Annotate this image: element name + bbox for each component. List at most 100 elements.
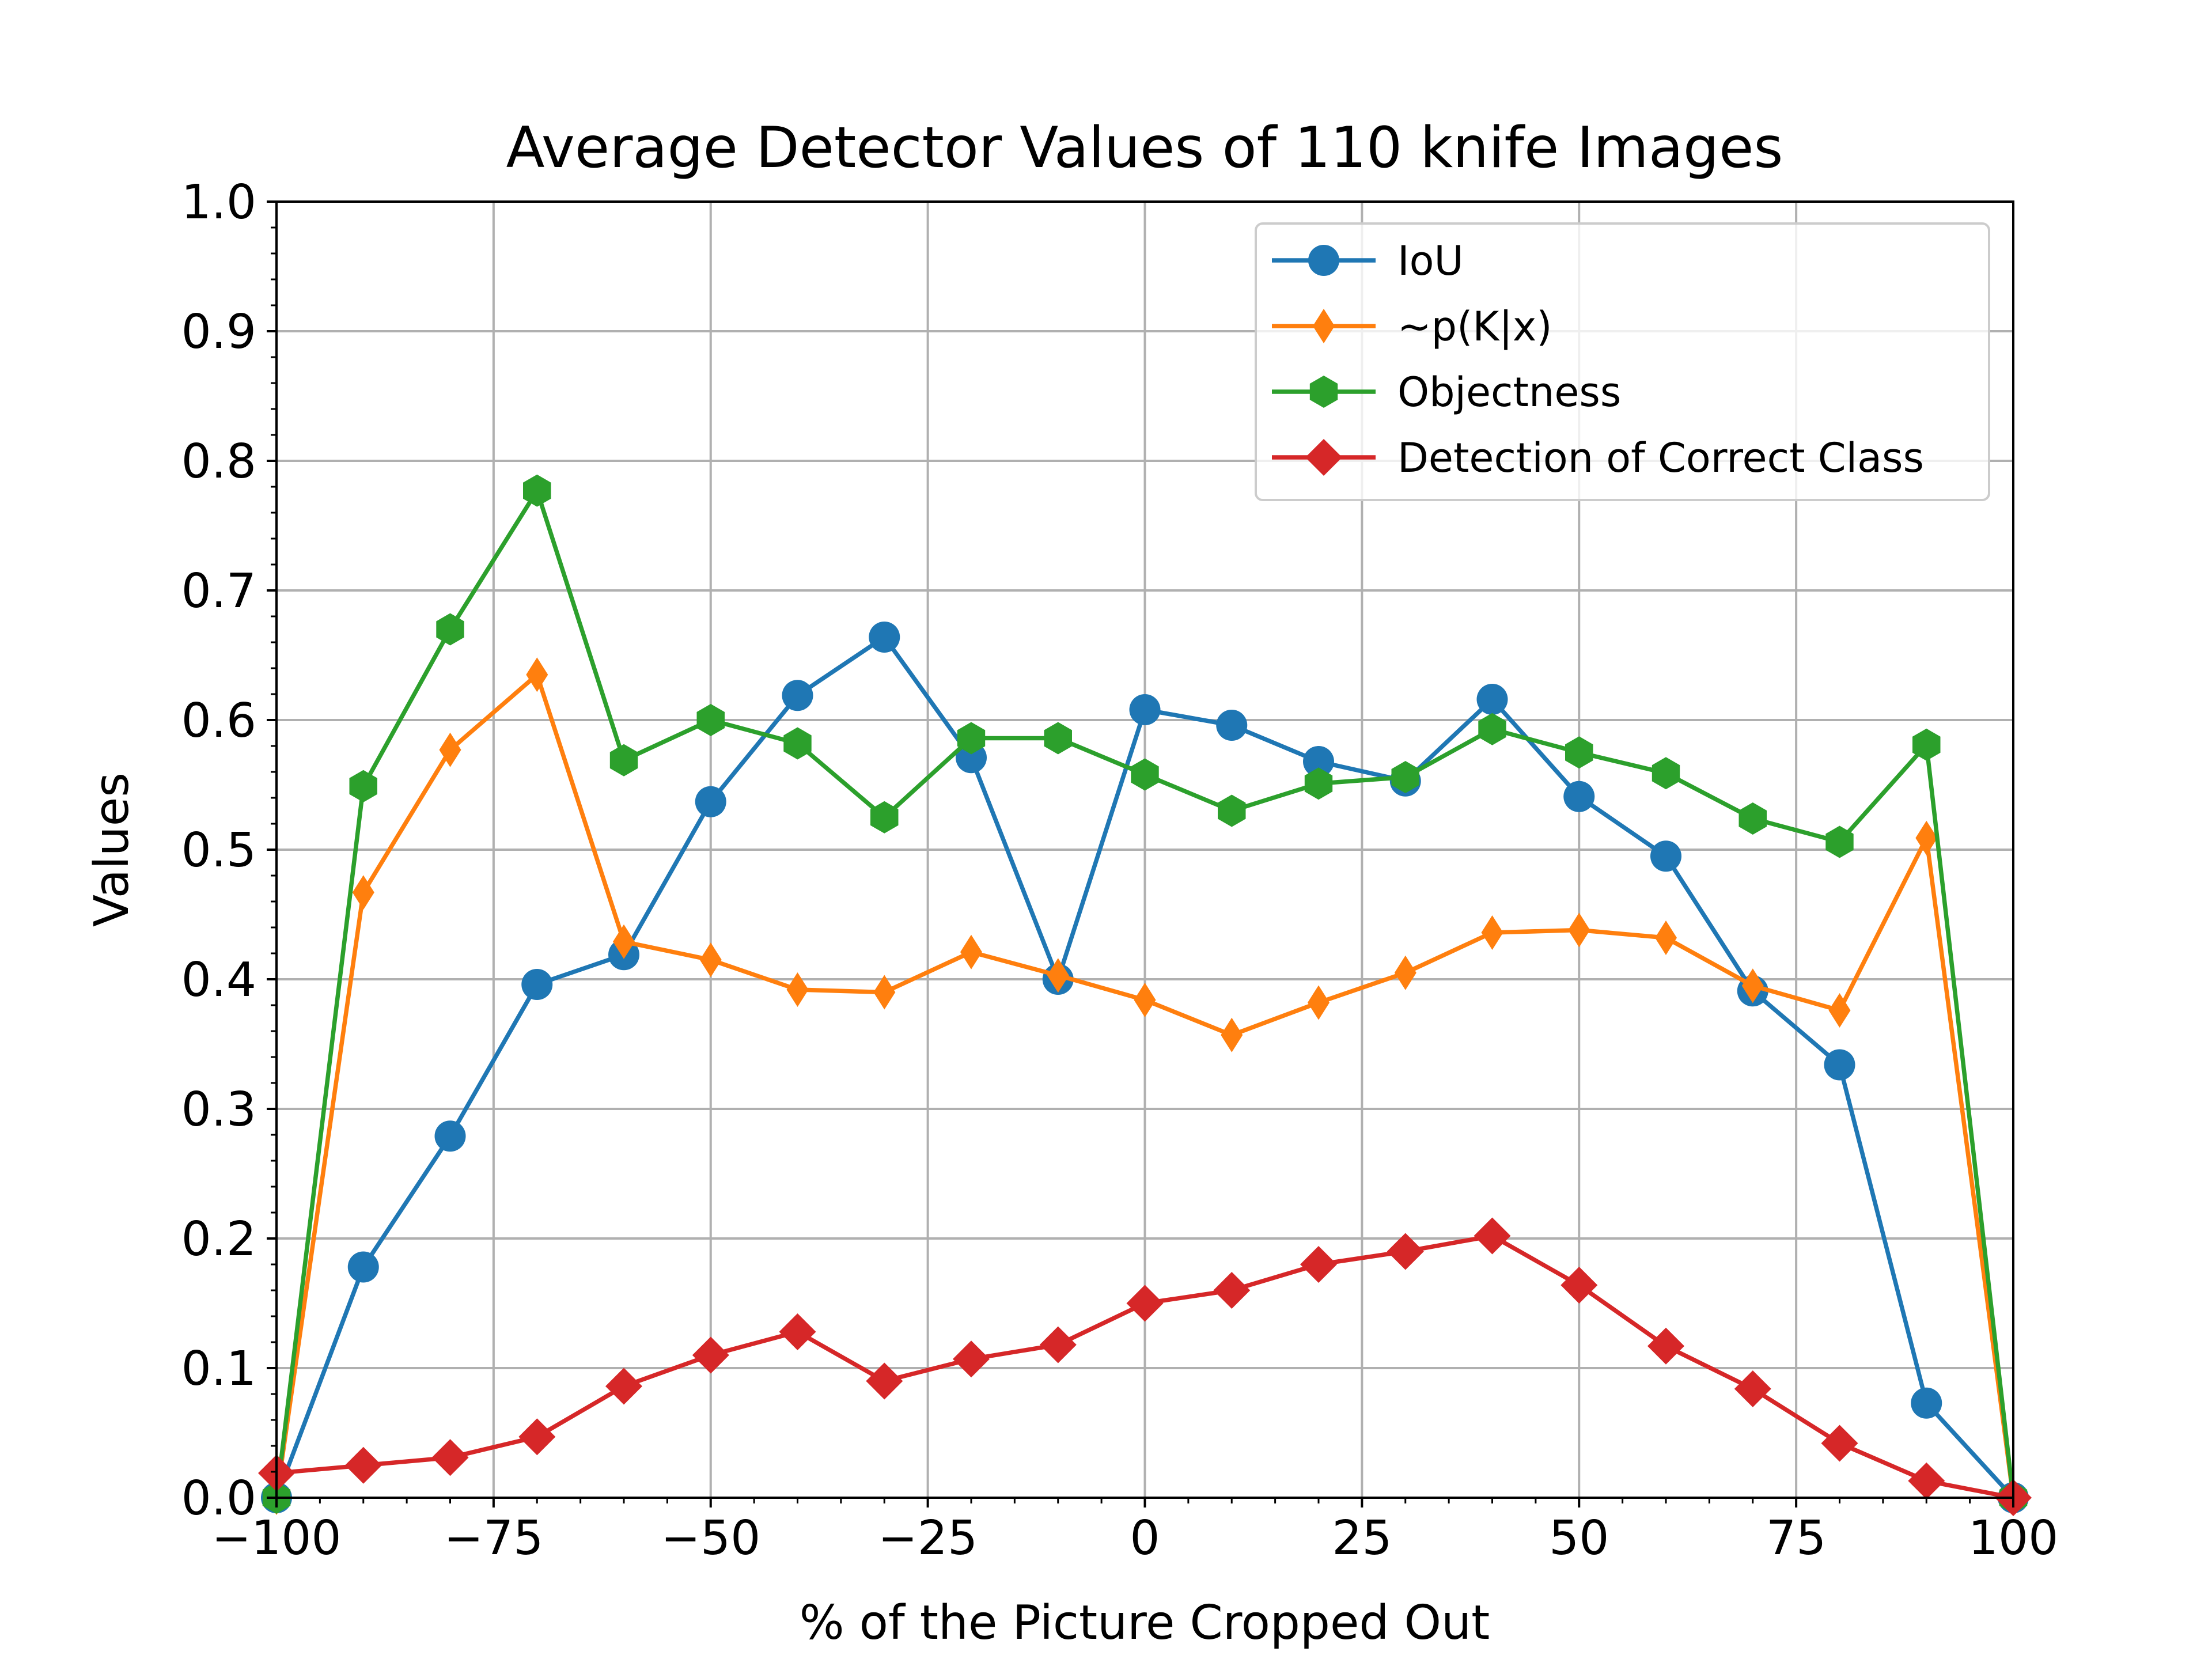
data-point bbox=[1568, 912, 1590, 948]
data-point bbox=[1741, 968, 1764, 1003]
data-point bbox=[1911, 1387, 1942, 1419]
data-point bbox=[1221, 1017, 1243, 1052]
legend-label: ~p(K|x) bbox=[1397, 303, 1552, 350]
data-point bbox=[957, 722, 986, 755]
data-point bbox=[782, 680, 813, 711]
series-3 bbox=[258, 1217, 2032, 1516]
y-tick-label: 0.5 bbox=[181, 823, 256, 878]
data-point bbox=[526, 657, 548, 692]
data-point bbox=[1738, 802, 1767, 835]
series-1 bbox=[266, 657, 2024, 1515]
data-point bbox=[344, 1446, 382, 1484]
legend-swatch-marker bbox=[1305, 439, 1342, 476]
data-point bbox=[960, 934, 982, 969]
data-point bbox=[869, 622, 900, 653]
data-point bbox=[1481, 915, 1503, 950]
y-tick-label: 0.3 bbox=[181, 1082, 256, 1137]
data-point bbox=[699, 942, 722, 978]
legend-item: Objectness bbox=[1272, 369, 1621, 416]
legend-item: Detection of Correct Class bbox=[1272, 434, 1924, 482]
x-tick-label: 75 bbox=[1766, 1511, 1826, 1566]
data-point bbox=[956, 742, 987, 774]
legend-label: IoU bbox=[1397, 237, 1464, 285]
series-layer bbox=[258, 474, 2032, 1516]
data-point bbox=[783, 727, 812, 760]
legend-label: Detection of Correct Class bbox=[1397, 434, 1924, 482]
data-point bbox=[1915, 820, 1938, 855]
y-tick-label: 0.2 bbox=[181, 1212, 256, 1267]
y-tick-label: 0.8 bbox=[181, 434, 256, 489]
legend-swatch-marker bbox=[1308, 245, 1339, 276]
data-point bbox=[1304, 767, 1333, 800]
data-point bbox=[1908, 1462, 1945, 1499]
legend-label: Objectness bbox=[1397, 369, 1621, 416]
data-point bbox=[786, 972, 809, 1007]
data-point bbox=[349, 770, 377, 802]
data-point bbox=[352, 875, 374, 910]
data-point bbox=[1655, 921, 1677, 955]
data-point bbox=[1044, 722, 1072, 755]
data-point bbox=[1216, 710, 1248, 741]
y-tick-label: 0.9 bbox=[181, 305, 256, 359]
x-tick-label: −25 bbox=[878, 1511, 978, 1566]
y-tick-label: 0.1 bbox=[181, 1342, 256, 1396]
data-point bbox=[692, 1336, 729, 1374]
data-point bbox=[1039, 1326, 1077, 1363]
data-point bbox=[613, 924, 635, 959]
data-point bbox=[779, 1313, 816, 1350]
data-point bbox=[1474, 1217, 1511, 1255]
data-point bbox=[1300, 1246, 1337, 1283]
data-point bbox=[1218, 794, 1246, 827]
x-tick-label: 0 bbox=[1130, 1511, 1160, 1566]
legend-item: ~p(K|x) bbox=[1272, 303, 1552, 350]
data-point bbox=[605, 1368, 642, 1405]
data-point bbox=[1912, 728, 1941, 761]
chart-title: Average Detector Values of 110 knife Ima… bbox=[506, 115, 1783, 181]
data-point bbox=[1047, 958, 1069, 993]
data-point bbox=[1734, 1370, 1771, 1407]
data-point bbox=[1213, 1272, 1251, 1309]
data-point bbox=[439, 732, 461, 767]
data-point bbox=[1126, 1285, 1164, 1322]
data-point bbox=[521, 969, 553, 1000]
data-point bbox=[1134, 983, 1156, 1017]
data-point bbox=[696, 704, 725, 736]
data-point bbox=[1824, 1049, 1855, 1081]
x-axis-label: % of the Picture Cropped Out bbox=[800, 1596, 1490, 1650]
y-tick-label: 0.7 bbox=[181, 564, 256, 619]
legend: IoU ~p(K|x) Objectness Detection of Correct… bbox=[1255, 222, 1990, 501]
data-point bbox=[953, 1340, 990, 1378]
legend-swatch-marker bbox=[1309, 376, 1338, 408]
data-point bbox=[1560, 1267, 1598, 1304]
data-point bbox=[347, 1251, 379, 1283]
data-point bbox=[523, 474, 551, 507]
data-point bbox=[1563, 781, 1595, 812]
data-point bbox=[1478, 713, 1506, 745]
x-tick-label: −75 bbox=[444, 1511, 543, 1566]
data-point bbox=[873, 975, 896, 1010]
data-point bbox=[1652, 757, 1680, 790]
y-axis: 0.0 0.1 0.2 0.3 0.4 0.5 0.6 0.7 0.8 0.9 1.0 bbox=[181, 175, 276, 1526]
data-point bbox=[1650, 840, 1681, 872]
series-0 bbox=[261, 622, 2029, 1513]
data-point bbox=[1828, 993, 1851, 1028]
data-point bbox=[870, 801, 899, 834]
y-tick-label: 0.4 bbox=[181, 953, 256, 1007]
data-point bbox=[695, 786, 726, 817]
x-axis: −100 −75 −50 −25 0 25 50 75 100 bbox=[211, 1498, 2058, 1566]
data-point bbox=[866, 1362, 903, 1400]
data-point bbox=[1129, 694, 1161, 725]
data-point bbox=[1565, 736, 1593, 769]
x-tick-label: 25 bbox=[1332, 1511, 1392, 1566]
data-point bbox=[434, 1120, 466, 1152]
data-point bbox=[609, 744, 638, 777]
data-point bbox=[1476, 684, 1508, 715]
legend-frame bbox=[1255, 222, 1990, 501]
data-point bbox=[1387, 1233, 1424, 1270]
data-point bbox=[1647, 1327, 1684, 1365]
x-tick-label: −50 bbox=[661, 1511, 760, 1566]
data-point bbox=[518, 1418, 556, 1456]
data-point bbox=[431, 1439, 469, 1476]
data-point bbox=[436, 613, 464, 646]
legend-item: IoU bbox=[1272, 237, 1464, 285]
